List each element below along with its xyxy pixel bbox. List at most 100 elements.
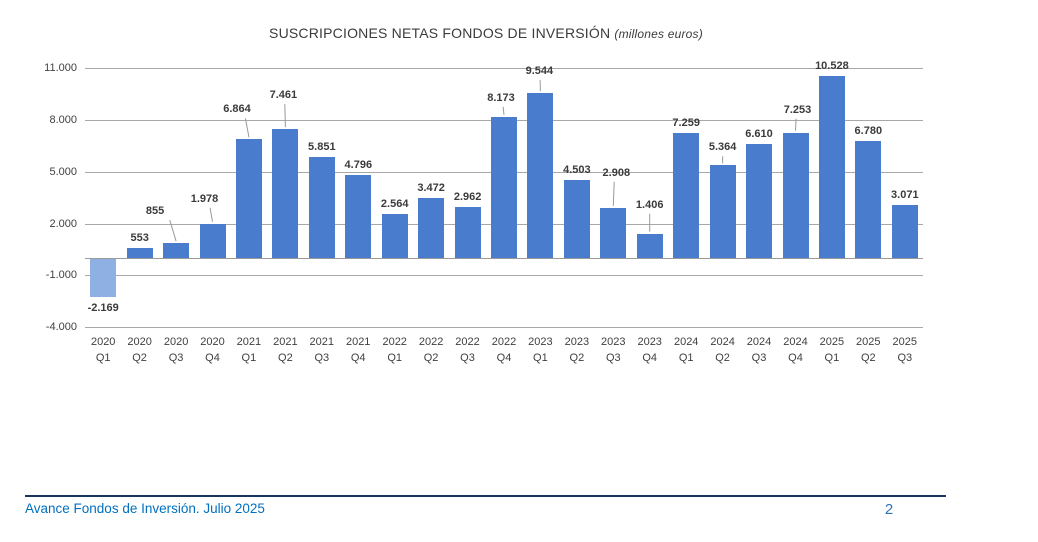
x-axis-label-2021-Q2: 2021 Q2 <box>267 334 303 366</box>
label-leader-line <box>502 106 505 115</box>
bar-2022-Q2 <box>418 198 445 258</box>
bar-2023-Q1 <box>527 93 554 258</box>
bar-value-label: 1.406 <box>635 198 664 211</box>
x-axis-year: 2022 <box>455 336 480 348</box>
gridline-11.000 <box>85 68 923 69</box>
x-axis-label-2020-Q1: 2020 Q1 <box>85 334 121 366</box>
x-axis-year: 2020 <box>163 336 189 348</box>
plot-area: 11.000 8.000 5.000 2.000 -1.000 -4.000 -2.169 2… <box>44 60 923 364</box>
label-leader-line <box>209 207 213 222</box>
x-axis-label-2023-Q1: 2023 Q1 <box>522 334 558 366</box>
bar-value-label: 5.364 <box>708 141 737 154</box>
x-axis-year: 2024 <box>783 336 808 348</box>
bar-2022-Q3 <box>454 206 481 258</box>
y-axis-tick-label: 2.000 <box>49 217 77 230</box>
bar-value-label: 9.544 <box>525 65 554 78</box>
x-axis-year: 2024 <box>746 336 772 348</box>
x-axis-quarter: Q3 <box>751 352 767 364</box>
bar-2020-Q4 <box>199 223 226 258</box>
x-axis-year: 2020 <box>127 336 152 348</box>
bar-2024-Q4 <box>782 132 809 258</box>
x-axis-label-2022-Q3: 2022 Q3 <box>449 334 485 366</box>
x-axis-year: 2023 <box>564 336 590 348</box>
bar-value-label: 2.908 <box>602 166 631 179</box>
x-axis-label-2024-Q4: 2024 Q4 <box>777 334 813 366</box>
footer-title: Avance Fondos de Inversión. Julio 2025 <box>25 501 265 516</box>
x-axis-label-2025-Q2: 2025 Q2 <box>850 334 886 366</box>
x-axis-label-2021-Q3: 2021 Q3 <box>304 334 340 366</box>
x-axis-year: 2023 <box>601 336 626 348</box>
bar-value-label: 2.962 <box>453 190 482 203</box>
x-axis-quarter: Q2 <box>569 352 585 364</box>
x-axis-label-2023-Q2: 2023 Q2 <box>559 334 595 366</box>
chart-title: SUSCRIPCIONES NETAS FONDOS DE INVERSIÓN … <box>67 25 905 41</box>
bar-2021-Q3 <box>308 156 335 258</box>
x-axis-quarter: Q2 <box>132 352 147 364</box>
x-axis-quarter: Q1 <box>95 352 111 364</box>
x-axis-year: 2024 <box>710 336 735 348</box>
x-axis-label-2023-Q4: 2023 Q4 <box>632 334 668 366</box>
x-axis-quarter: Q3 <box>460 352 475 364</box>
x-axis-quarter: Q1 <box>241 352 257 364</box>
y-axis-tick-label: 11.000 <box>44 62 77 74</box>
bar-value-label: 855 <box>145 205 165 218</box>
x-axis-label-2024-Q3: 2024 Q3 <box>741 334 777 366</box>
bar-value-label: 6.780 <box>854 124 883 137</box>
x-axis-quarter: Q4 <box>350 352 366 364</box>
gridline--1.000 <box>85 275 923 277</box>
x-axis-label-2022-Q2: 2022 Q2 <box>413 334 449 366</box>
bar-2025-Q2 <box>855 140 882 258</box>
bar-2020-Q1 <box>90 259 117 297</box>
x-axis-year: 2021 <box>345 336 371 348</box>
bar-2021-Q1 <box>236 139 262 258</box>
bar-2022-Q4 <box>491 116 517 258</box>
x-axis-quarter: Q1 <box>533 352 548 364</box>
x-axis-year: 2024 <box>673 336 699 348</box>
bar-value-label: 7.461 <box>269 89 298 102</box>
bar-2022-Q1 <box>381 213 408 258</box>
x-axis-label-2025-Q1: 2025 Q1 <box>814 334 850 366</box>
x-axis-label-2024-Q1: 2024 Q1 <box>668 334 704 366</box>
bar-value-label: 7.253 <box>783 103 812 116</box>
bar-value-label: 2.564 <box>380 197 409 210</box>
x-axis-year: 2022 <box>382 336 407 348</box>
x-axis-quarter: Q4 <box>205 352 220 364</box>
x-axis-quarter: Q1 <box>824 352 840 364</box>
y-axis-tick-label: -4.000 <box>45 321 77 334</box>
footer-divider <box>25 495 946 497</box>
bar-2025-Q1 <box>818 76 845 258</box>
bar-2023-Q3 <box>600 207 627 258</box>
x-axis-quarter: Q4 <box>642 352 658 364</box>
gridline--4.000 <box>85 327 923 329</box>
x-axis-label-2022-Q4: 2022 Q4 <box>486 334 522 366</box>
bar-value-label: 6.864 <box>223 103 251 116</box>
bar-value-label: 4.503 <box>563 164 591 177</box>
label-leader-line <box>244 118 250 138</box>
bar-value-label: 8.173 <box>487 91 515 104</box>
x-axis-year: 2020 <box>90 336 116 348</box>
x-axis-label-2025-Q3: 2025 Q3 <box>887 334 923 366</box>
x-axis-year: 2020 <box>200 336 225 348</box>
bar-2020-Q2 <box>126 248 153 258</box>
bar-value-label: 5.851 <box>308 140 336 153</box>
x-axis-quarter: Q2 <box>278 352 293 364</box>
bar-value-label: 10.528 <box>815 60 849 73</box>
bar-2023-Q4 <box>636 233 663 258</box>
x-axis-quarter: Q2 <box>715 352 730 364</box>
y-axis-tick-label: -1.000 <box>45 269 77 282</box>
x-axis-year: 2022 <box>491 336 517 348</box>
label-leader-line <box>612 181 615 206</box>
x-axis-quarter: Q3 <box>314 352 330 364</box>
x-axis-quarter: Q4 <box>788 352 803 364</box>
x-axis-year: 2021 <box>309 336 335 348</box>
x-axis-quarter: Q3 <box>605 352 621 364</box>
bar-2024-Q1 <box>673 132 700 258</box>
bar-2024-Q2 <box>709 165 736 258</box>
y-axis-tick-label: 5.000 <box>49 165 77 178</box>
bar-2025-Q3 <box>891 205 918 258</box>
bar-value-label: 7.259 <box>672 116 700 129</box>
x-axis-year: 2023 <box>637 336 662 348</box>
x-axis-year: 2021 <box>236 336 262 348</box>
